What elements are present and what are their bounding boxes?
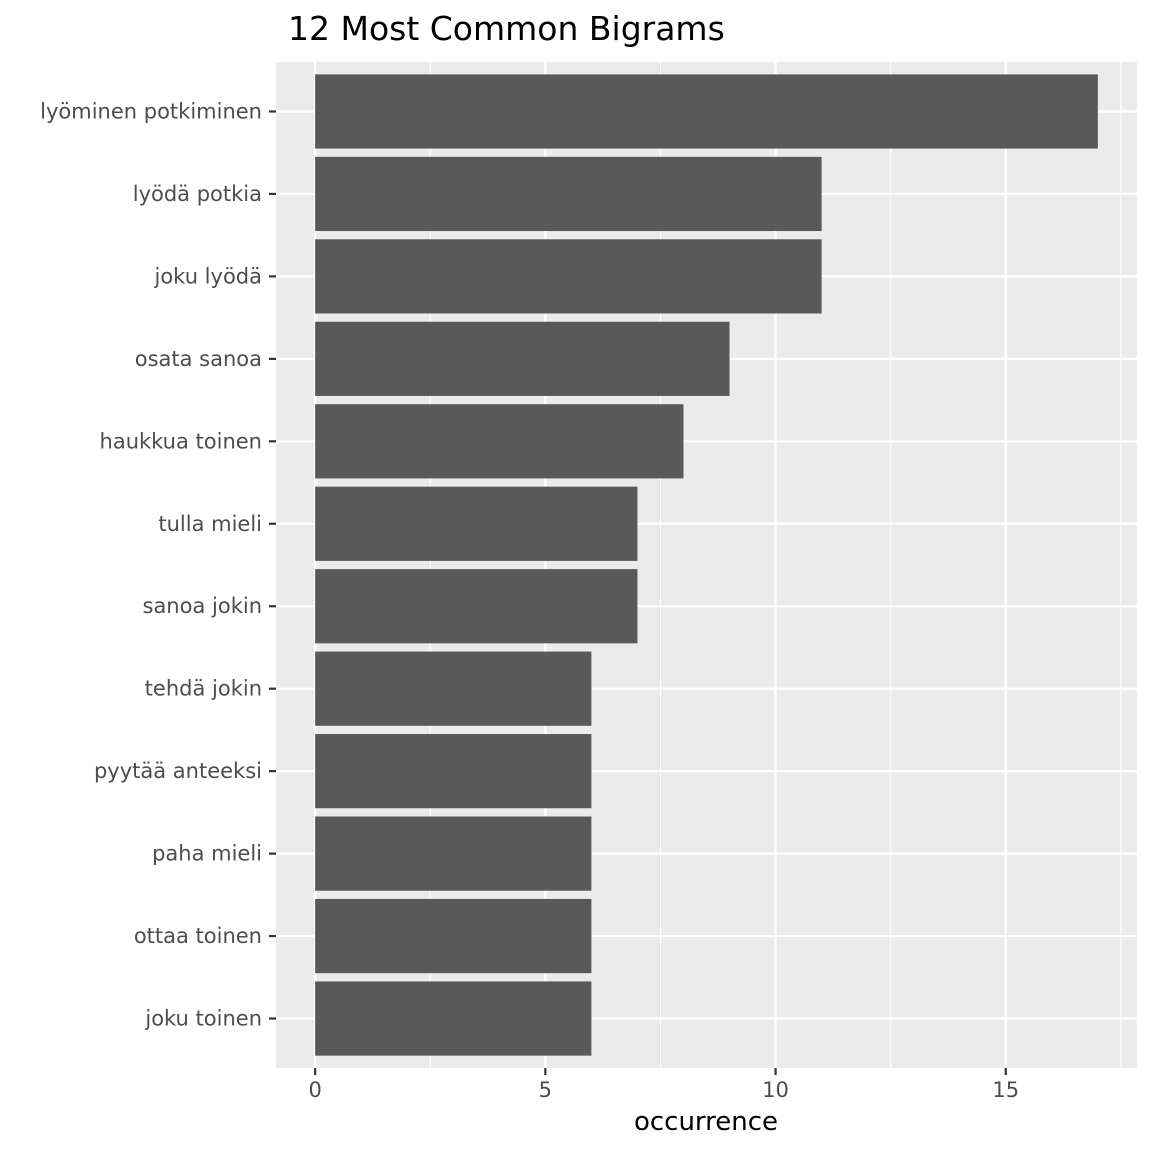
bar-tulla-mieli [315, 486, 638, 561]
x-tick-label: 10 [762, 1078, 789, 1102]
bar-ottaa-toinen [315, 898, 592, 974]
y-tick-label: joku toinen [144, 1007, 262, 1031]
y-tick-label: lyödä potkia [133, 182, 262, 206]
y-tick-label: joku lyödä [154, 264, 263, 288]
x-axis-title: occurrence [634, 1107, 778, 1137]
chart-title: 12 Most Common Bigrams [288, 9, 725, 48]
y-tick-label: paha mieli [152, 842, 262, 866]
y-tick-label: ottaa toinen [134, 924, 262, 948]
bar-lyöminen-potkiminen [315, 74, 1098, 149]
bar-joku-lyödä [315, 239, 822, 314]
bar-paha-mieli [315, 816, 592, 891]
bar-joku-toinen [315, 981, 592, 1056]
x-tick-label: 0 [308, 1078, 321, 1102]
y-tick-label: tehdä jokin [145, 677, 262, 701]
bar-sanoa-jokin [315, 569, 638, 644]
y-tick-label: lyöminen potkiminen [40, 99, 262, 123]
x-tick-label: 5 [539, 1078, 552, 1102]
bars [315, 74, 1098, 1056]
bar-haukkua-toinen [315, 404, 684, 479]
bar-pyytää-anteeksi [315, 734, 592, 809]
y-tick-label: pyytää anteeksi [94, 759, 262, 783]
y-tick-label: tulla mieli [158, 512, 262, 536]
y-tick-label: sanoa jokin [143, 594, 263, 618]
bar-osata-sanoa [315, 321, 730, 396]
y-tick-label: osata sanoa [135, 347, 262, 371]
bar-lyödä-potkia [315, 156, 822, 232]
bar-tehdä-jokin [315, 651, 592, 726]
y-tick-label: haukkua toinen [100, 429, 262, 453]
y-axis: lyöminen potkiminen lyödä potkia joku lyöd… [40, 99, 276, 1031]
x-axis: 0 5 10 15 [308, 1068, 1019, 1102]
x-tick-label: 15 [992, 1078, 1019, 1102]
